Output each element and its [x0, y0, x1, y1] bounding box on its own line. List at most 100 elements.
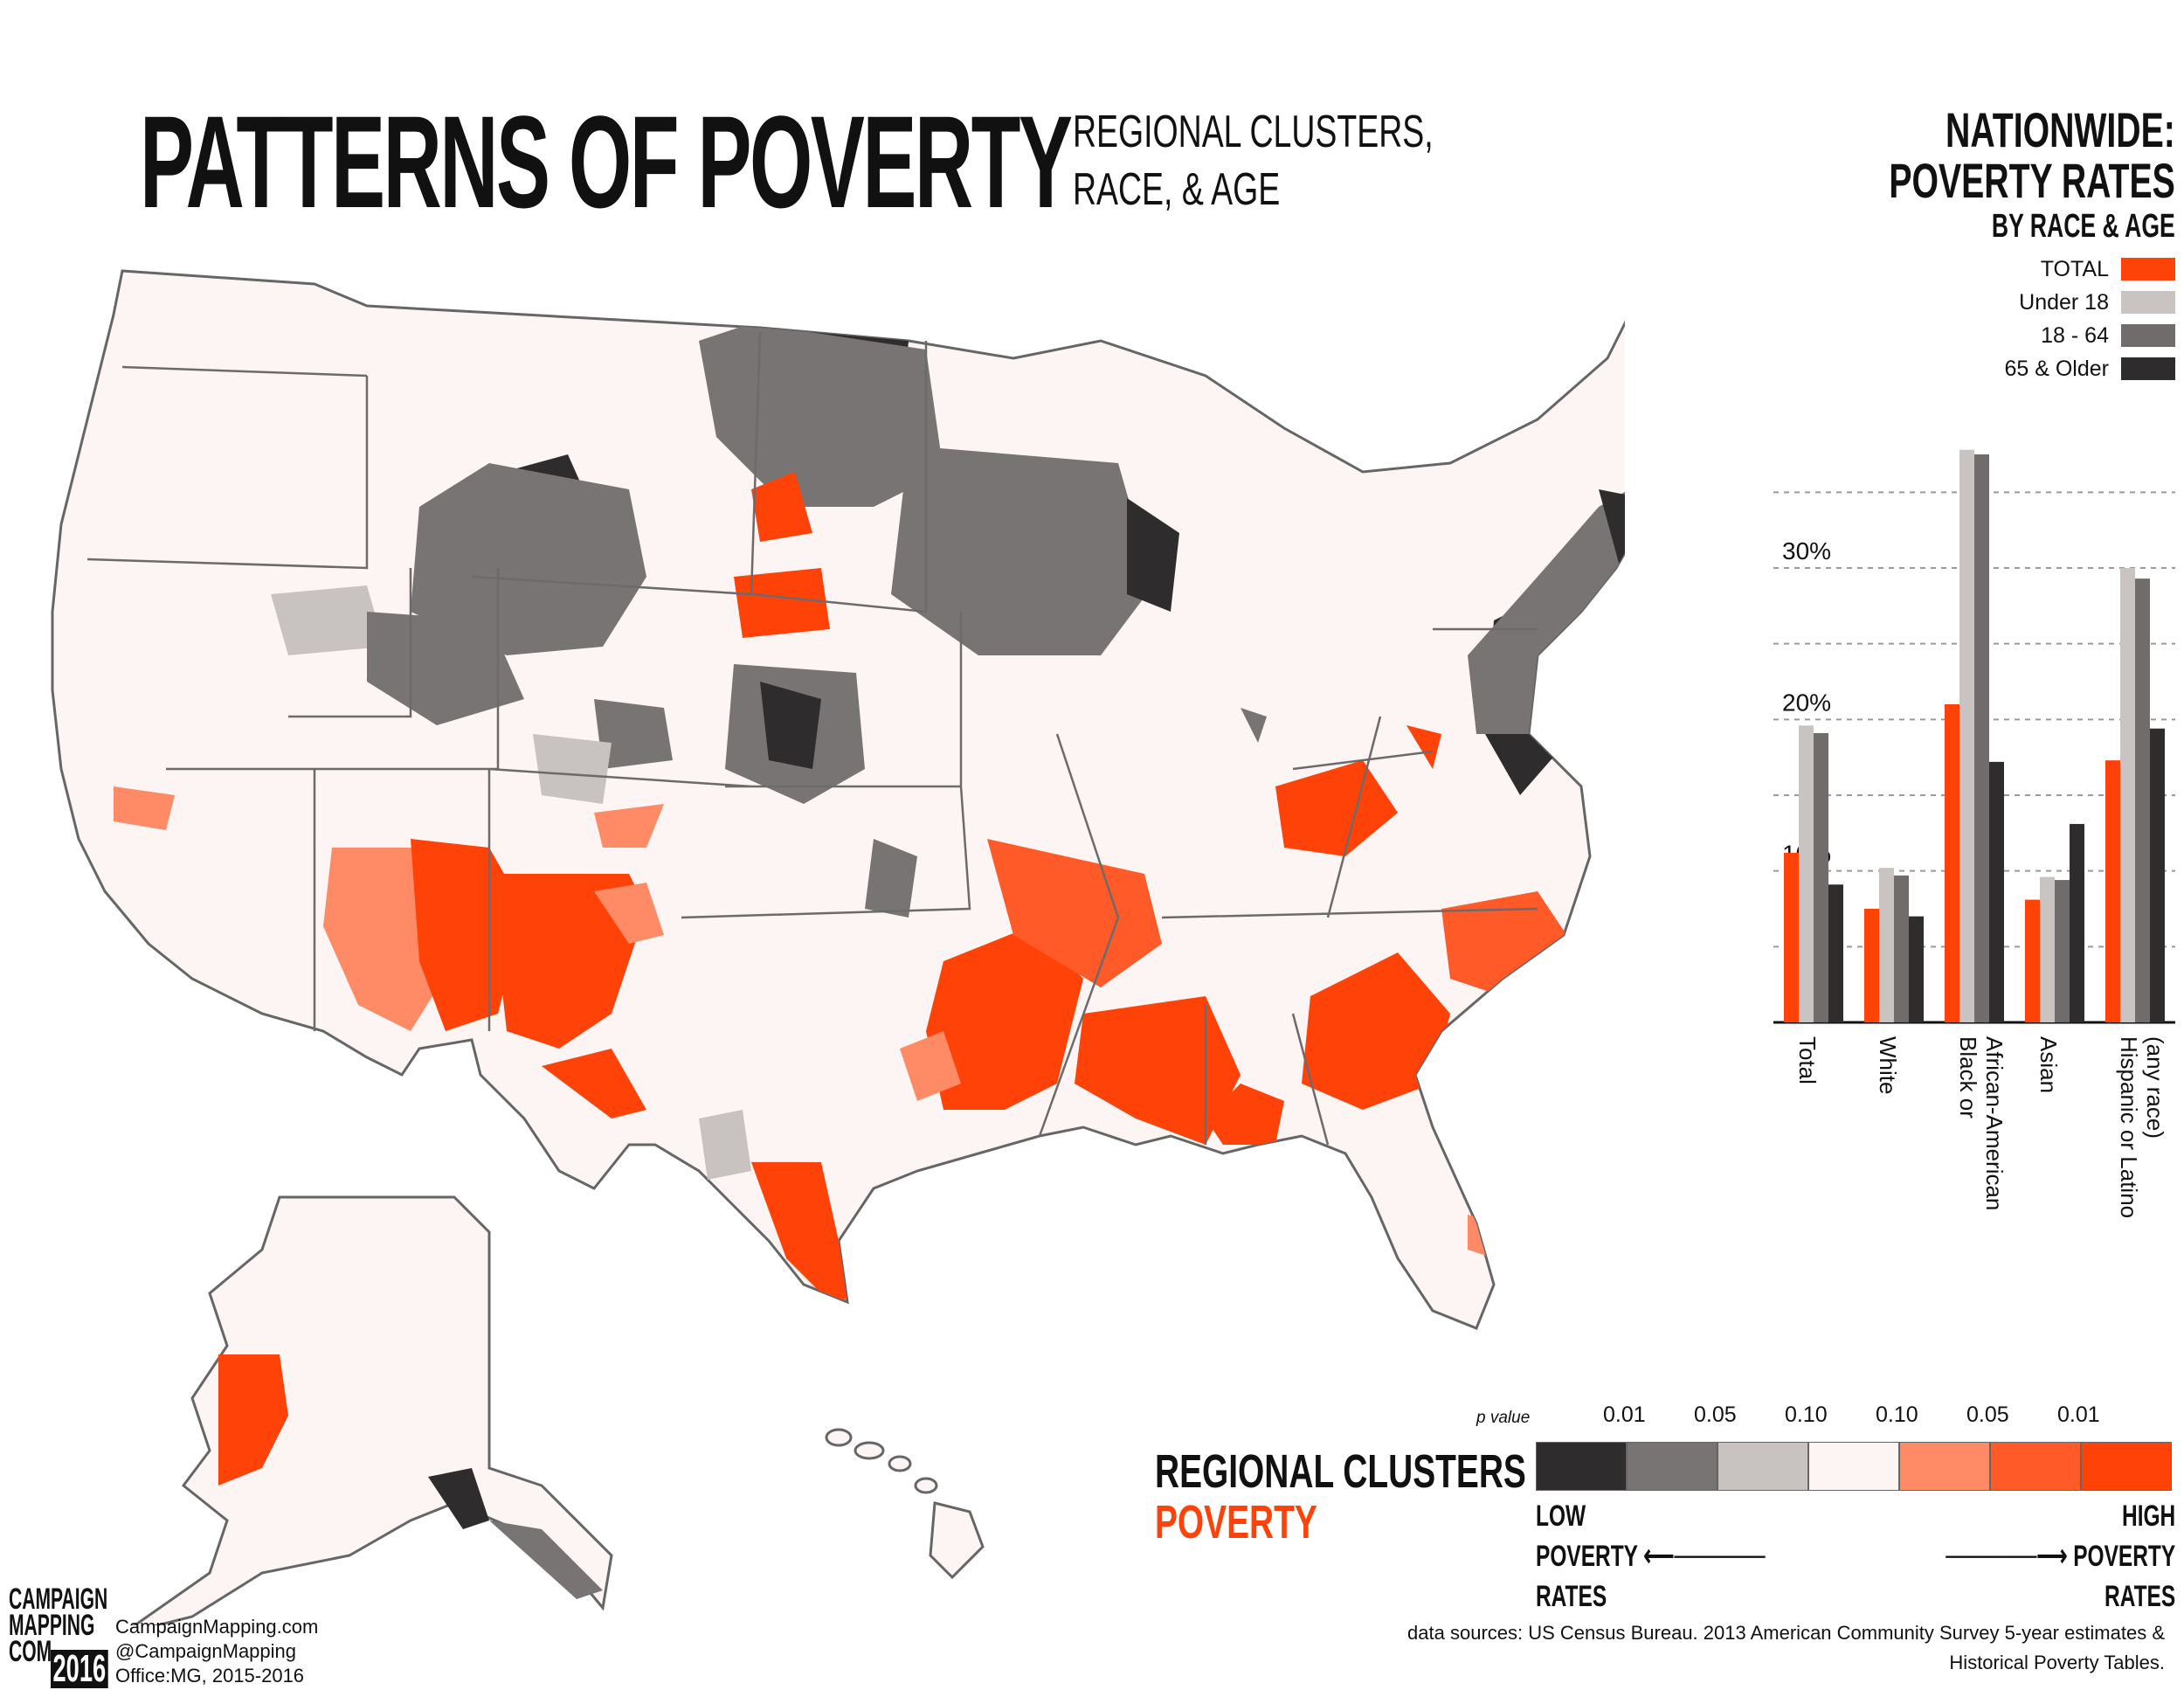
low-line-1: LOW [1536, 1500, 1586, 1533]
alaska-high-cluster [218, 1354, 288, 1486]
credits-site[interactable]: CampaignMapping.com [115, 1616, 319, 1638]
arrow-right-icon: ──────⟶ [1946, 1540, 2074, 1573]
cluster-title-line-1: REGIONAL CLUSTERS OF [1155, 1445, 1583, 1498]
high-line-2-text: POVERTY [2073, 1540, 2175, 1573]
bar-total-4 [2105, 760, 2120, 1022]
low-poverty-label: LOW POVERTY ⟵────── RATES [1536, 1496, 1766, 1617]
legend-item-18-64: 18 - 64 [2004, 320, 2175, 351]
low-line-2: POVERTY ⟵────── [1536, 1536, 1766, 1576]
x-tick-label: Asian [2035, 1036, 2062, 1093]
bar-under-18-0 [1799, 725, 1814, 1022]
alaska-panhandle-cluster [489, 1520, 603, 1599]
subtitle-line-2: RACE, & AGE [1073, 164, 1281, 215]
bar-65-older-3 [2070, 823, 2084, 1022]
high-poverty-clusters [114, 472, 1572, 1302]
chart-title: NATIONWIDE: POVERTY RATES BY RACE & AGE [1766, 105, 2175, 246]
scale-low-005 [1627, 1442, 1717, 1491]
logo-line-1: CAMPAIGN [9, 1583, 108, 1616]
sources-line-1: data sources: US Census Bureau. 2013 Ame… [1407, 1622, 2165, 1644]
legend-item-under-18: Under 18 [2004, 287, 2175, 318]
bar-under-18-1 [1879, 868, 1894, 1022]
campaign-mapping-logo: CAMPAIGN MAPPING COM [9, 1583, 108, 1668]
x-tick-label: Black or [1955, 1036, 1981, 1119]
state-boundaries [86, 331, 1538, 1146]
bar-65-older-2 [1989, 761, 2004, 1022]
bar-total-1 [1864, 909, 1879, 1022]
high-line-1: HIGH [2121, 1500, 2175, 1533]
legend-label: Under 18 [2019, 289, 2109, 315]
low-line-2-text: POVERTY [1536, 1540, 1638, 1573]
alaska-low-cluster [428, 1468, 489, 1529]
chart-title-line-3: BY RACE & AGE [1992, 208, 2175, 245]
chart-legend: TOTAL Under 18 18 - 64 65 & Older [2004, 253, 2175, 386]
chart-title-line-2: POVERTY RATES [1889, 153, 2175, 208]
x-tick-label: White [1875, 1036, 1901, 1094]
x-tick-label: African-American [1981, 1036, 2008, 1210]
legend-item-65-older: 65 & Older [2004, 353, 2175, 384]
page-subtitle: REGIONAL CLUSTERS, RACE, & AGE [1073, 103, 1434, 218]
scale-high-010 [1899, 1442, 1990, 1491]
credits-handle[interactable]: @CampaignMapping [115, 1640, 297, 1662]
x-tick-label: Hispanic or Latino [2116, 1036, 2142, 1218]
bar-18-64-3 [2055, 880, 2070, 1022]
legend-swatch-total [2121, 258, 2175, 281]
bar-18-64-4 [2135, 578, 2150, 1022]
p-tick: 0.05 [1966, 1403, 2009, 1427]
p-tick: 0.05 [1694, 1403, 1737, 1427]
legend-swatch-65-older [2121, 357, 2175, 380]
p-tick: 0.10 [1785, 1403, 1828, 1427]
legend-label: 18 - 64 [2041, 322, 2109, 348]
p-tick: 0.10 [1876, 1403, 1918, 1427]
bar-18-64-1 [1894, 875, 1909, 1022]
bar-65-older-4 [2150, 728, 2165, 1022]
x-tick-label: Total [1794, 1036, 1821, 1084]
scale-low-001 [1536, 1442, 1627, 1491]
scale-low-010 [1717, 1442, 1808, 1491]
p-tick: 0.01 [1603, 1403, 1646, 1427]
legend-item-total: TOTAL [2004, 253, 2175, 285]
scale-high-005 [1990, 1442, 2081, 1491]
page-title: PATTERNS OF POVERTY [140, 88, 1073, 235]
credits: CampaignMapping.com @CampaignMapping Off… [115, 1615, 318, 1688]
y-tick-label: 20% [1782, 689, 1831, 716]
arrow-left-icon: ⟵────── [1637, 1540, 1766, 1573]
p-tick: 0.01 [2057, 1403, 2100, 1427]
p-value-label: p value [1476, 1409, 1531, 1427]
scale-none [1808, 1442, 1899, 1491]
high-poverty-label: HIGH ──────⟶ POVERTY RATES [1946, 1496, 2175, 1617]
logo-line-2: MAPPING [9, 1609, 95, 1642]
bar-18-64-2 [1974, 454, 1989, 1022]
bar-65-older-0 [1828, 884, 1843, 1022]
bar-65-older-1 [1909, 916, 1924, 1022]
legend-swatch-under-18 [2121, 291, 2175, 314]
hawaii-islands [825, 1428, 985, 1580]
cluster-legend-title: REGIONAL CLUSTERS OF POVERTY [1155, 1446, 1583, 1548]
logo-year: 2016 [51, 1650, 108, 1688]
legend-swatch-18-64 [2121, 324, 2175, 347]
bar-under-18-2 [1959, 449, 1974, 1022]
low-line-3: RATES [1536, 1580, 1607, 1613]
high-line-3: RATES [2104, 1580, 2175, 1613]
high-line-2: ──────⟶ POVERTY [1946, 1536, 2175, 1576]
data-sources: data sources: US Census Bureau. 2013 Ame… [1407, 1618, 2165, 1678]
x-tick-label: (any race) [2142, 1036, 2168, 1139]
chart-title-line-1: NATIONWIDE: [1946, 102, 2175, 157]
cluster-title-line-2: POVERTY [1155, 1496, 1317, 1548]
legend-label: 65 & Older [2004, 356, 2109, 381]
bar-under-18-4 [2120, 568, 2135, 1022]
alaska-outline [132, 1195, 613, 1625]
credits-office: Office:MG, 2015-2016 [115, 1665, 305, 1687]
legend-label: TOTAL [2040, 256, 2109, 281]
subtitle-line-1: REGIONAL CLUSTERS, [1073, 107, 1434, 157]
bar-total-0 [1784, 852, 1799, 1022]
sources-line-2: Historical Poverty Tables. [1949, 1652, 2165, 1673]
bar-total-3 [2025, 899, 2040, 1022]
bar-18-64-0 [1814, 732, 1828, 1022]
bar-under-18-3 [2040, 876, 2055, 1022]
bar-total-2 [1945, 704, 1959, 1022]
logo-line-3: COM [9, 1635, 52, 1668]
y-tick-label: 30% [1782, 537, 1831, 564]
us-poverty-cluster-map [51, 269, 1625, 1625]
cluster-color-scale [1536, 1442, 2172, 1491]
